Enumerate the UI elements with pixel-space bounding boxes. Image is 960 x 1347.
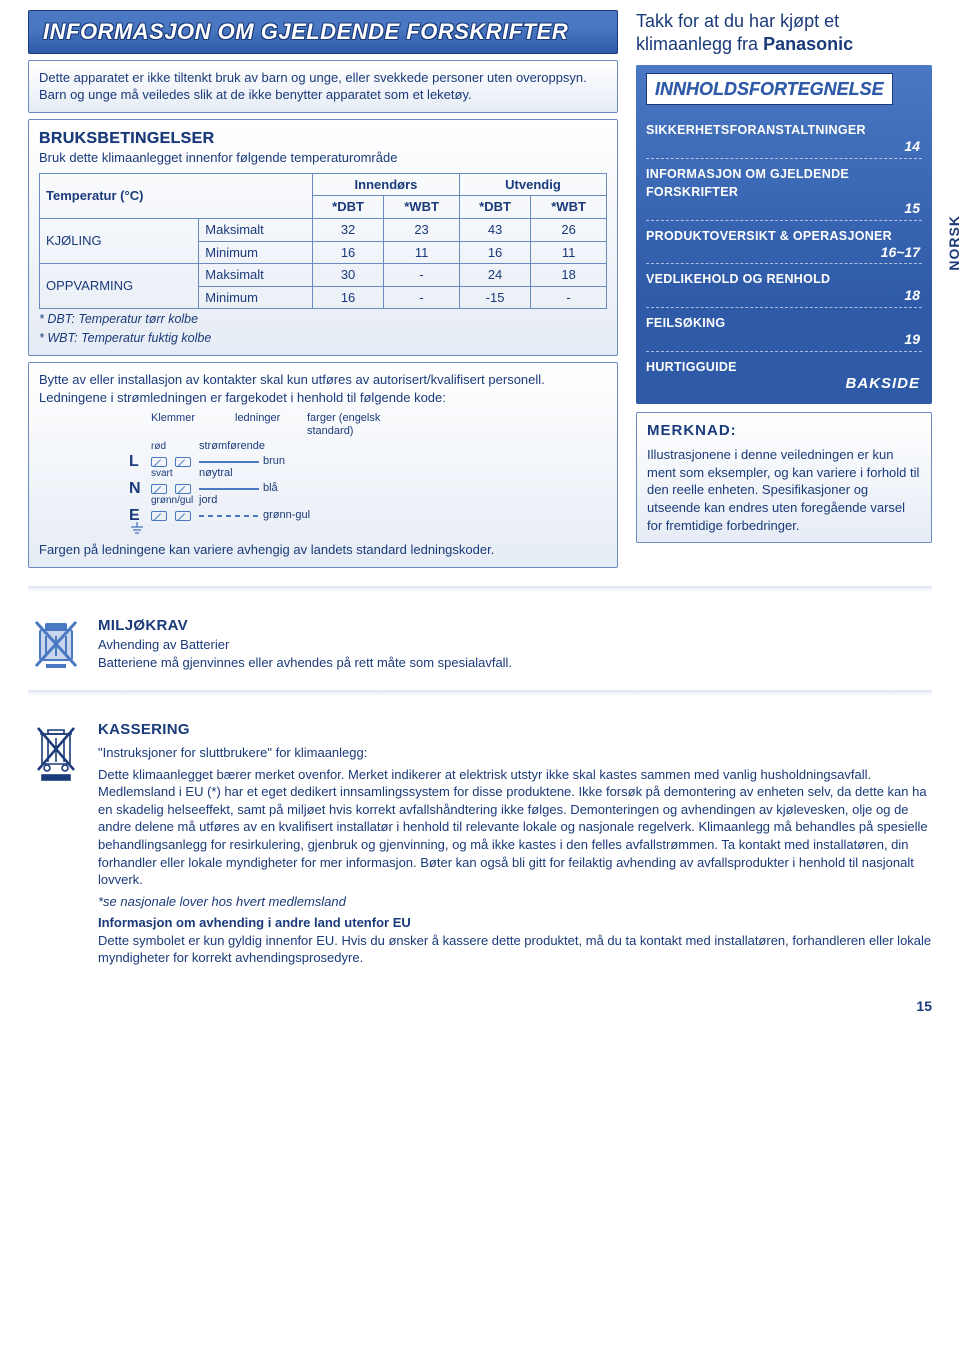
disposal-body2: Dette symbolet er kun gyldig innenfor EU… (98, 932, 932, 967)
intro-box: Dette apparatet er ikke tiltenkt bruk av… (28, 60, 618, 113)
wiring-brun: brun (263, 455, 333, 468)
bruks-box: BRUKSBETINGELSER Bruk dette klimaanlegge… (28, 119, 618, 356)
terminal-icon (175, 511, 191, 521)
wiring-noytral: nøytral (199, 467, 259, 480)
wiring-intro: Bytte av eller installasjon av kontakter… (39, 371, 607, 406)
intro-text: Dette apparatet er ikke tiltenkt bruk av… (39, 69, 607, 104)
wire-line (199, 488, 259, 490)
table-row: KJØLING Maksimalt 32 23 43 26 (40, 219, 607, 242)
terminal-icon (151, 457, 167, 467)
table-row: OPPVARMING Maksimalt 30 - 24 18 (40, 264, 607, 287)
footnote-wbt: * WBT: Temperatur fuktig kolbe (39, 330, 607, 347)
wiring-N: N (129, 479, 147, 498)
wiring-svart: svart (151, 468, 195, 480)
subcol: *DBT (312, 196, 383, 219)
wiring-bla: blå (263, 482, 333, 495)
wiring-L: L (129, 452, 147, 471)
toc-item: SIKKERHETSFORANSTALTNINGER 14 (646, 121, 922, 159)
battery-bin-icon (28, 616, 84, 672)
disposal-note: *se nasjonale lover hos hvert medlemslan… (98, 893, 932, 911)
terminal-icon (175, 457, 191, 467)
merknad-box: MERKNAD: Illustrasjonene i denne veiledn… (636, 412, 932, 543)
disposal-section: KASSERING "Instruksjoner for sluttbruker… (28, 720, 932, 967)
subcol: *WBT (384, 196, 460, 219)
wiring-gronngul: grønn/gul (151, 495, 195, 507)
toc-item: INFORMASJON OM GJELDENDE FORSKRIFTER 15 (646, 165, 922, 221)
temperature-table: Temperatur (°C) Innendørs Utvendig *DBT … (39, 173, 607, 309)
wiring-gronn: grønn-gul (263, 509, 333, 522)
bruks-sub: Bruk dette klimaanlegget innenfor følgen… (39, 149, 607, 167)
side-tab: NORSK (945, 215, 960, 271)
section-divider (28, 690, 932, 692)
page-title-bar: INFORMASJON OM GJELDENDE FORSKRIFTER (28, 10, 618, 54)
table-temp-label: Temperatur (°C) (40, 173, 313, 218)
toc-item: HURTIGGUIDE BAKSIDE (646, 358, 922, 394)
table-col-outdoor: Utvendig (459, 173, 606, 196)
wiring-diagram: Klemmer ledninger farger (engelsk standa… (129, 412, 607, 539)
page-number: 15 (28, 997, 932, 1016)
toc-item: VEDLIKEHOLD OG RENHOLD 18 (646, 270, 922, 308)
wiring-hdr-farger: farger (engelsk standard) (307, 412, 407, 438)
wiring-strom: strømførende (199, 440, 259, 453)
table-col-indoor: Innendørs (312, 173, 459, 196)
toc-heading: INNHOLDSFORTEGNELSE (646, 73, 893, 105)
thanks-text: Takk for at du har kjøpt et klimaanlegg … (636, 10, 932, 55)
env-line1: Avhending av Batterier (98, 636, 512, 654)
wire-line (199, 461, 259, 463)
wiring-hdr-klemmer: Klemmer (151, 412, 231, 438)
terminal-icon (151, 484, 167, 494)
disposal-body: Dette klimaanlegget bærer merket ovenfor… (98, 766, 932, 889)
toc-item: PRODUKTOVERSIKT & OPERASJONER 16~17 (646, 227, 922, 265)
merknad-body: Illustrasjonene i denne veiledningen er … (647, 446, 921, 534)
wiring-hdr-ledninger: ledninger (235, 412, 303, 438)
terminal-icon (175, 484, 191, 494)
toc-box: INNHOLDSFORTEGNELSE SIKKERHETSFORANSTALT… (636, 65, 932, 404)
section-divider (28, 586, 932, 588)
toc-item: FEILSØKING 19 (646, 314, 922, 352)
disposal-heading: KASSERING (98, 720, 932, 740)
env-section: MILJØKRAV Avhending av Batterier Batteri… (28, 616, 932, 672)
weee-bin-icon (28, 720, 84, 784)
wiring-box: Bytte av eller installasjon av kontakter… (28, 362, 618, 568)
disposal-sub: Informasjon om avhending i andre land ut… (98, 914, 932, 932)
merknad-heading: MERKNAD: (647, 421, 921, 441)
env-heading: MILJØKRAV (98, 616, 512, 636)
ground-icon (129, 522, 145, 538)
wiring-jord: jord (199, 494, 259, 507)
brand-name: Panasonic (763, 34, 853, 54)
wire-line-dashed (199, 515, 259, 517)
subcol: *WBT (531, 196, 607, 219)
wiring-outro: Fargen på ledningene kan variere avhengi… (39, 541, 607, 559)
subcol: *DBT (459, 196, 530, 219)
env-line2: Batteriene må gjenvinnes eller avhendes … (98, 654, 512, 672)
footnote-dbt: * DBT: Temperatur tørr kolbe (39, 311, 607, 328)
wiring-rod: rød (151, 441, 195, 453)
bruks-heading: BRUKSBETINGELSER (39, 128, 607, 150)
terminal-icon (151, 511, 167, 521)
disposal-line1: "Instruksjoner for sluttbrukere" for kli… (98, 744, 932, 762)
